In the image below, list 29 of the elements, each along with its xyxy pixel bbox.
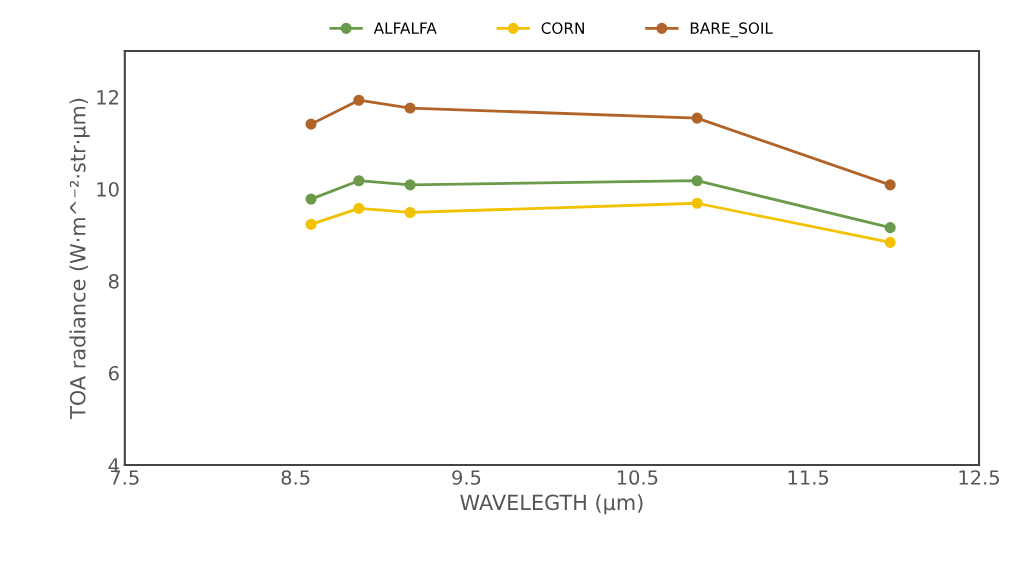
x-tick-label: 12.5 <box>959 470 999 485</box>
point <box>353 202 365 214</box>
x-tick-label: 8.5 <box>281 470 310 485</box>
legend-label: ALFALFA <box>373 22 437 34</box>
point <box>353 175 365 187</box>
y-tick-label: 12 <box>97 89 118 105</box>
y-tick-label: 10 <box>97 181 119 197</box>
y-tick-label: 6 <box>108 365 119 381</box>
point <box>691 197 703 209</box>
point <box>305 118 317 130</box>
point <box>884 236 896 248</box>
point <box>691 175 703 187</box>
point <box>404 102 416 114</box>
x-tick-label: 10.5 <box>617 470 658 485</box>
point <box>691 112 703 124</box>
x-tick-label: 9.5 <box>452 470 481 485</box>
legend-label: BARE_SOIL <box>690 22 773 38</box>
point <box>884 179 896 191</box>
point <box>353 94 365 106</box>
point <box>305 193 317 205</box>
point <box>305 218 317 230</box>
x-axis-title: WAVELEGTH (µm) <box>460 494 643 515</box>
x-tick-label: 11.5 <box>788 470 829 485</box>
y-tick-label: 8 <box>108 273 119 289</box>
point <box>404 179 416 191</box>
point <box>404 206 416 219</box>
y-axis-title: TOA radiance (W·m^⁻²·str·µm) <box>69 98 90 419</box>
point <box>884 222 896 234</box>
legend-label: CORN <box>541 22 584 34</box>
